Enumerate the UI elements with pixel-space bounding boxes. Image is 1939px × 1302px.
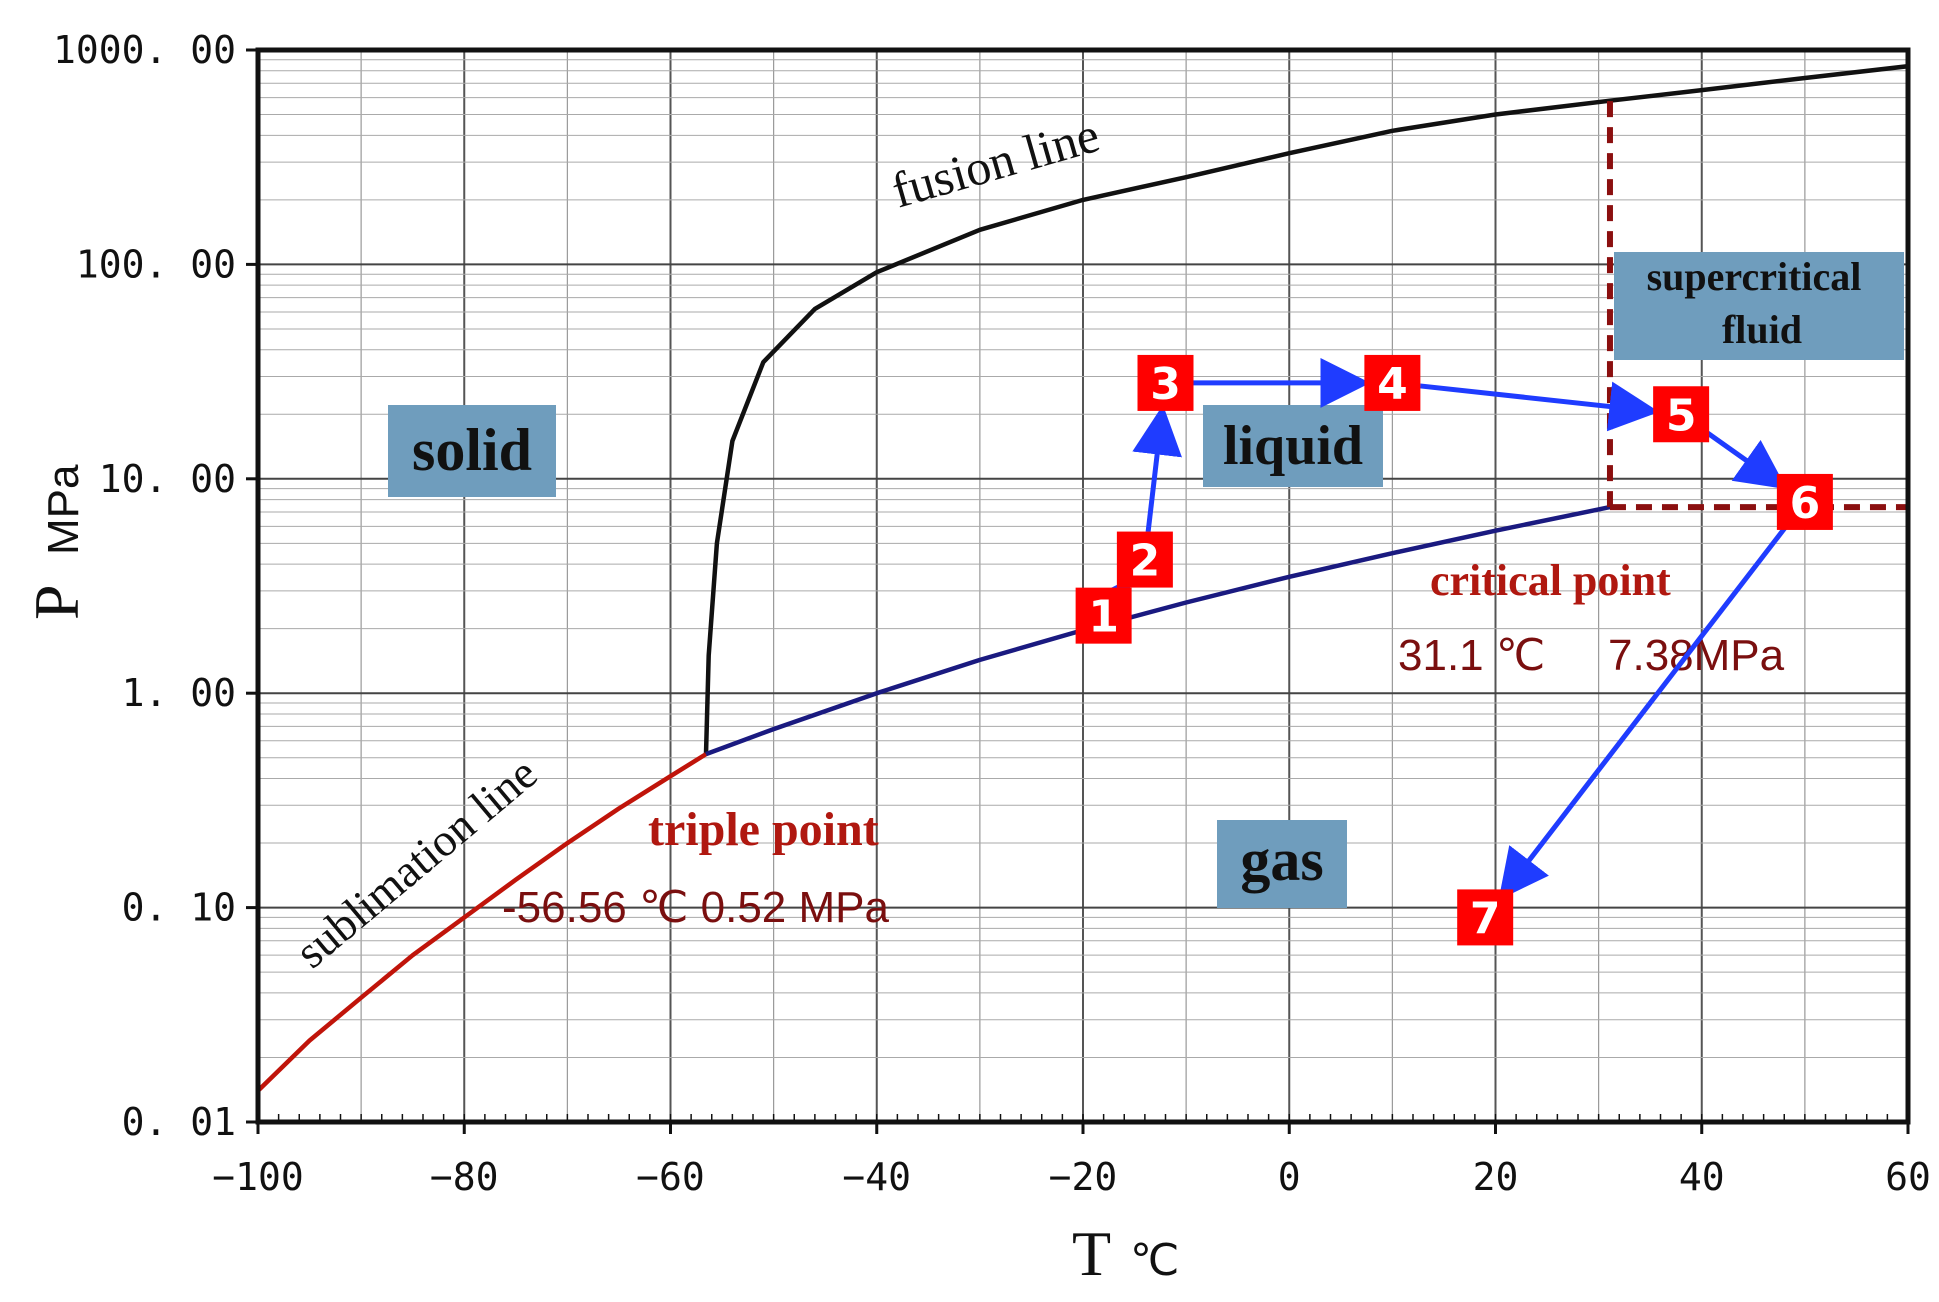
- region-solid-label: solid: [412, 417, 532, 483]
- process-point-label: 4: [1377, 359, 1408, 410]
- process-point-box: [1075, 587, 1132, 644]
- process-point-4: 4: [1364, 354, 1421, 411]
- process-point-2: 2: [1116, 531, 1173, 588]
- process-point-label: 2: [1130, 536, 1161, 587]
- x-tick-label: −100: [212, 1155, 304, 1199]
- sublimation-line-label: sublimation line: [286, 747, 547, 977]
- triple-point-value: -56.56 ℃ 0.52 MPa: [502, 883, 889, 932]
- region-liquid-box: [1203, 405, 1383, 487]
- critical-point-title: critical point: [1430, 556, 1671, 605]
- process-arrow-5-6: [1702, 428, 1787, 490]
- x-tick-label: 0: [1278, 1155, 1301, 1199]
- x-tick-label: 60: [1885, 1155, 1931, 1199]
- process-point-box: [1776, 473, 1833, 530]
- y-tick-label: 1000. 00: [53, 28, 236, 72]
- process-point-box: [1364, 354, 1421, 411]
- x-axis-title-unit: ℃: [1130, 1236, 1179, 1285]
- process-point-label: 5: [1666, 390, 1697, 441]
- x-tick-label: −20: [1049, 1155, 1118, 1199]
- x-axis-title-T: T: [1072, 1218, 1111, 1289]
- y-tick-label: 100. 00: [76, 242, 236, 286]
- region-gas-label: gas: [1240, 827, 1323, 893]
- y-tick-label: 1. 00: [122, 671, 236, 715]
- x-tick-label: −60: [636, 1155, 705, 1199]
- region-solid-box: [388, 405, 556, 497]
- process-point-7: 7: [1457, 889, 1514, 946]
- y-axis-title: P MPa: [21, 464, 92, 620]
- y-axis-title-P: P: [21, 584, 92, 620]
- process-point-5: 5: [1653, 386, 1710, 443]
- process-arrow-4-5: [1419, 381, 1660, 432]
- x-axis-title: T ℃: [1072, 1218, 1179, 1289]
- y-axis-ticks: 0. 01 0. 10 1. 00 10. 00 100. 00 1000. 00: [53, 28, 258, 1144]
- critical-point-temp: 31.1 ℃: [1398, 631, 1545, 680]
- critical-point-pressure: 7.38MPa: [1608, 631, 1785, 680]
- process-point-label: 1: [1088, 592, 1119, 643]
- region-supercritical-label-line1: supercritical: [1647, 254, 1862, 299]
- process-point-1: 1: [1075, 587, 1132, 644]
- x-tick-label: −40: [842, 1155, 911, 1199]
- process-point-box: [1653, 386, 1710, 443]
- y-axis-title-unit: MPa: [39, 464, 88, 555]
- process-point-box: [1137, 354, 1194, 411]
- process-arrow-2-3: [1132, 404, 1182, 533]
- process-arrows: [1082, 357, 1790, 900]
- series-sublimation-line: [256, 752, 708, 1093]
- process-point-label: 3: [1150, 359, 1181, 410]
- region-supercritical-box: [1614, 252, 1904, 360]
- x-tick-label: 40: [1679, 1155, 1725, 1199]
- x-tick-label: −80: [430, 1155, 499, 1199]
- region-gas: gas: [1217, 820, 1347, 908]
- y-tick-label: 10. 00: [99, 457, 236, 501]
- process-point-label: 6: [1790, 478, 1821, 529]
- region-supercritical-label-line2: fluid: [1722, 307, 1802, 352]
- process-point-box: [1116, 531, 1173, 588]
- process-markers: 12 3 4 5 6 7: [1075, 354, 1833, 946]
- x-tick-label: 20: [1473, 1155, 1519, 1199]
- series-fusion-line: [703, 63, 1909, 755]
- y-tick-label: 0. 10: [122, 886, 236, 930]
- region-liquid-label: liquid: [1223, 415, 1363, 477]
- y-tick-label: 0. 01: [122, 1100, 236, 1144]
- region-gas-box: [1217, 820, 1347, 908]
- phase-curves: [256, 63, 1909, 1093]
- x-axis-ticks: −100 −80 −60 −40 −20 0 20 40 60: [212, 1114, 1931, 1199]
- process-arrow-6-7: [1498, 522, 1790, 900]
- critical-dashed-lines: [1606, 100, 1908, 511]
- series-vaporization-line: [705, 504, 1611, 757]
- region-supercritical: supercritical fluid: [1614, 252, 1904, 360]
- process-point-3: 3: [1137, 354, 1194, 411]
- region-solid: solid: [388, 405, 556, 497]
- process-point-box: [1457, 889, 1514, 946]
- process-point-label: 7: [1470, 893, 1501, 944]
- triple-point-title: triple point: [648, 803, 879, 856]
- process-point-6: 6: [1776, 473, 1833, 530]
- region-liquid: liquid: [1203, 405, 1383, 487]
